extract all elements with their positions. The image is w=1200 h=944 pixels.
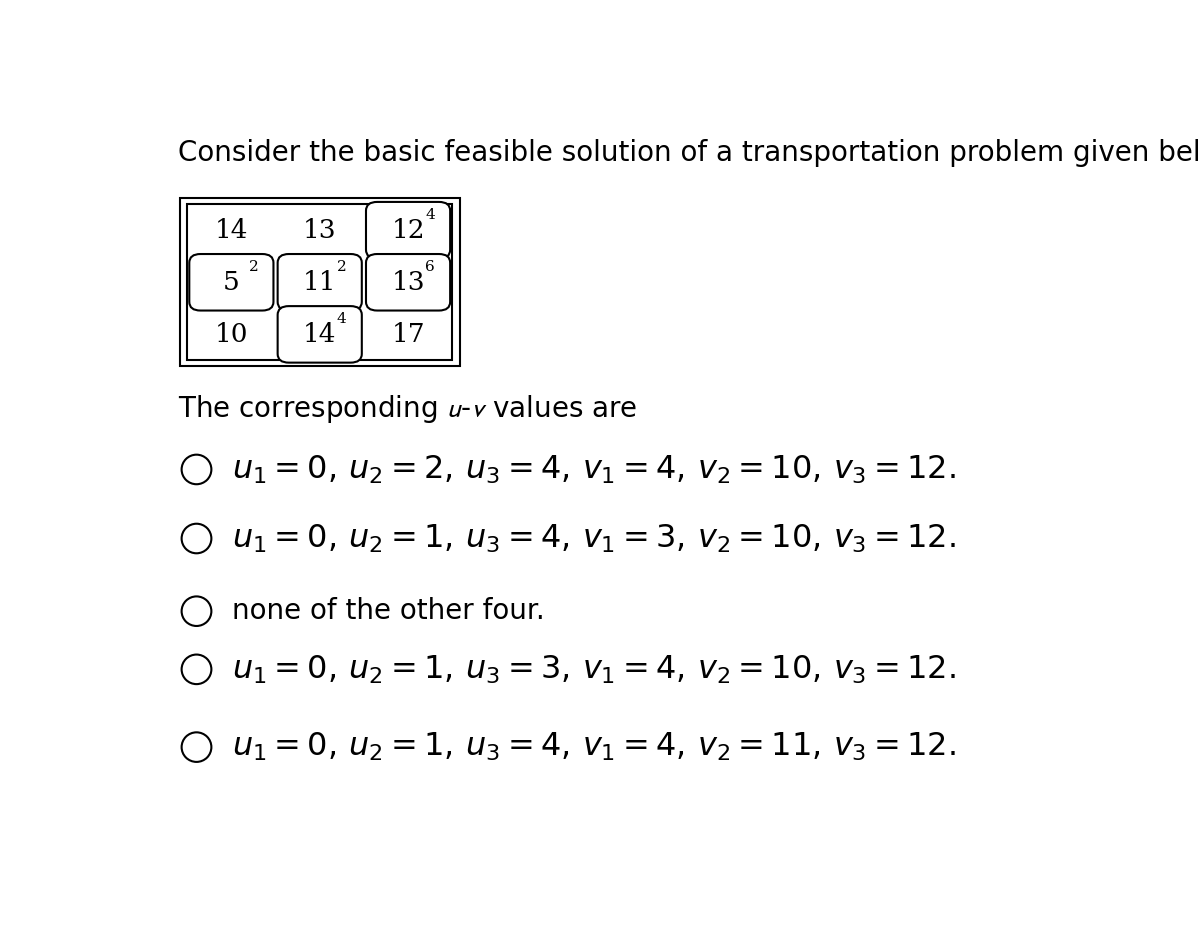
Text: 2: 2 [248, 260, 258, 274]
Text: 10: 10 [215, 322, 248, 346]
Text: 5: 5 [223, 270, 240, 295]
Text: 13: 13 [302, 218, 336, 243]
Text: Consider the basic feasible solution of a transportation problem given below:: Consider the basic feasible solution of … [178, 139, 1200, 167]
Bar [187, 204, 452, 361]
Text: 11: 11 [302, 270, 336, 295]
Text: $u_1 = 0,\, u_2 = 1,\, u_3 = 3,\, v_1 = 4,\, v_2 = 10,\, v_3 = 12.$: $u_1 = 0,\, u_2 = 1,\, u_3 = 3,\, v_1 = … [232, 653, 955, 685]
Text: 17: 17 [391, 322, 425, 346]
Text: 6: 6 [425, 260, 436, 274]
Text: 14: 14 [215, 218, 248, 243]
Text: 4: 4 [337, 312, 347, 326]
Text: none of the other four.: none of the other four. [232, 598, 545, 625]
Text: 2: 2 [337, 260, 347, 274]
Text: 12: 12 [391, 218, 425, 243]
Text: 14: 14 [302, 322, 336, 346]
Bar [180, 198, 460, 366]
Text: $u_1 = 0,\, u_2 = 1,\, u_3 = 4,\, v_1 = 3,\, v_2 = 10,\, v_3 = 12.$: $u_1 = 0,\, u_2 = 1,\, u_3 = 4,\, v_1 = … [232, 522, 955, 555]
FancyBboxPatch shape [366, 254, 450, 311]
Text: $u_1 = 0,\, u_2 = 2,\, u_3 = 4,\, v_1 = 4,\, v_2 = 10,\, v_3 = 12.$: $u_1 = 0,\, u_2 = 2,\, u_3 = 4,\, v_1 = … [232, 453, 955, 485]
Text: The corresponding $\mathcal{u}$-$\mathcal{v}$ values are: The corresponding $\mathcal{u}$-$\mathca… [178, 393, 637, 425]
Text: 13: 13 [391, 270, 425, 295]
FancyBboxPatch shape [277, 254, 362, 311]
FancyBboxPatch shape [366, 202, 450, 259]
FancyBboxPatch shape [277, 306, 362, 362]
Text: 4: 4 [425, 208, 436, 222]
Text: $u_1 = 0,\, u_2 = 1,\, u_3 = 4,\, v_1 = 4,\, v_2 = 11,\, v_3 = 12.$: $u_1 = 0,\, u_2 = 1,\, u_3 = 4,\, v_1 = … [232, 731, 955, 764]
FancyBboxPatch shape [190, 254, 274, 311]
